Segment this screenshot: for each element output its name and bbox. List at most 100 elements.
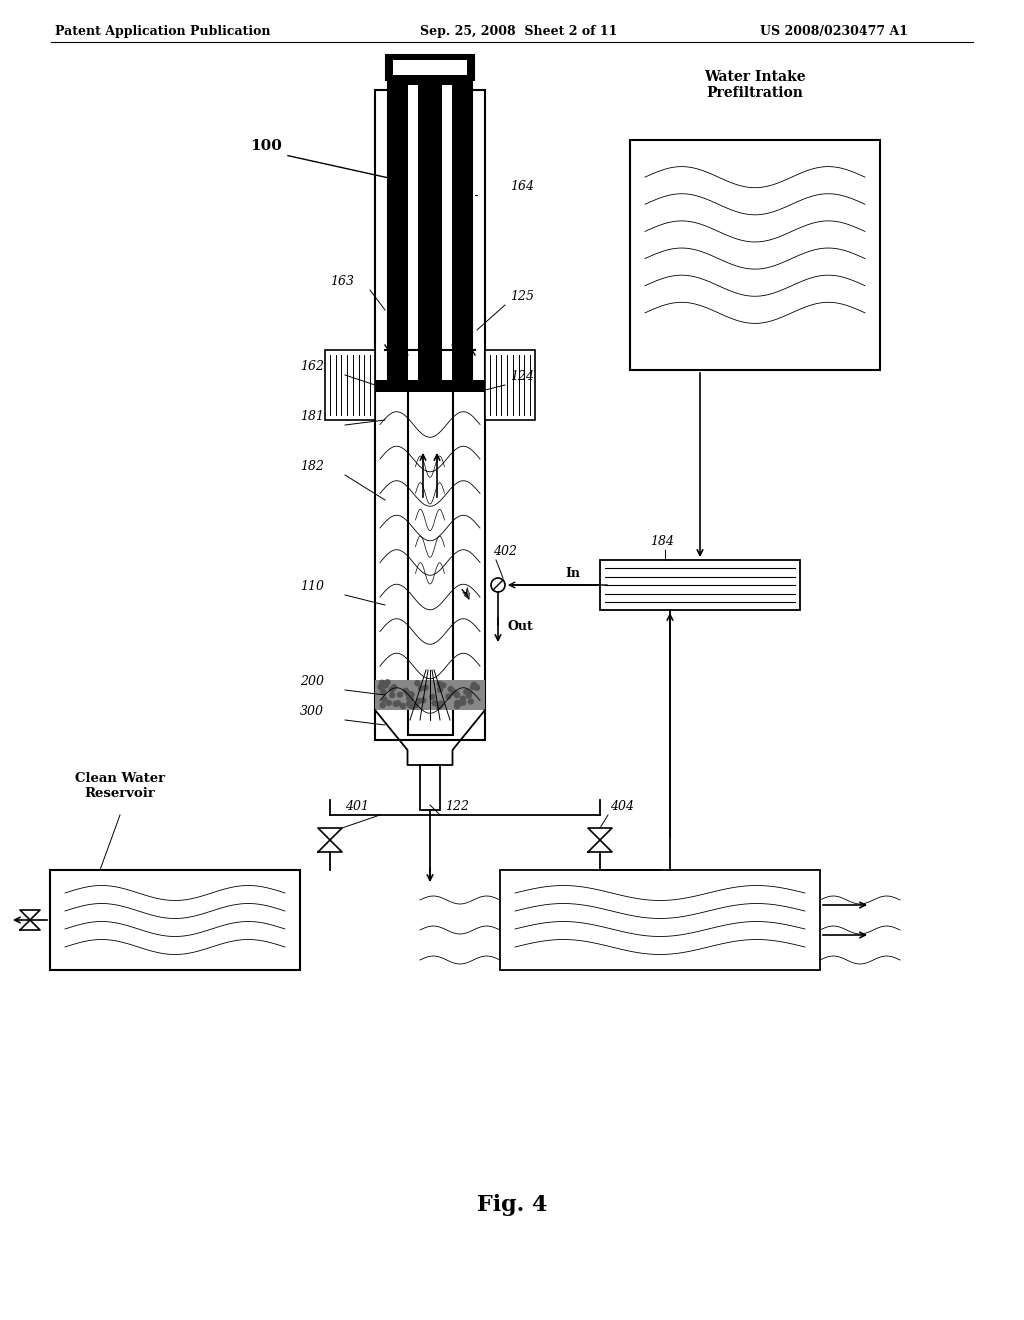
Circle shape (384, 681, 389, 686)
Text: 124: 124 (510, 370, 534, 383)
Bar (600, 560, 800, 610)
Circle shape (455, 704, 460, 709)
Circle shape (455, 693, 460, 698)
Circle shape (441, 682, 445, 688)
Circle shape (383, 682, 388, 688)
Circle shape (419, 686, 424, 690)
Circle shape (385, 680, 390, 685)
Bar (500, 870, 820, 970)
Circle shape (421, 698, 426, 704)
Text: 182: 182 (300, 459, 324, 473)
Bar (485, 350, 535, 420)
Bar (375, 90, 485, 741)
Circle shape (451, 689, 456, 694)
Circle shape (437, 705, 441, 709)
Circle shape (455, 701, 460, 705)
Circle shape (464, 689, 469, 694)
Circle shape (471, 682, 476, 688)
Text: 110: 110 (300, 579, 324, 593)
Circle shape (407, 696, 412, 701)
Circle shape (409, 692, 414, 697)
Circle shape (474, 685, 479, 689)
Text: 162: 162 (300, 360, 324, 374)
Text: 404: 404 (610, 800, 634, 813)
Text: Water Intake
Prefiltration: Water Intake Prefiltration (705, 70, 806, 100)
Circle shape (437, 681, 442, 686)
Circle shape (380, 702, 385, 708)
Bar (393, 59, 467, 75)
Text: 122: 122 (445, 800, 469, 813)
Circle shape (411, 704, 416, 709)
Circle shape (409, 692, 414, 697)
Circle shape (417, 698, 421, 704)
Circle shape (408, 692, 413, 697)
Text: 300: 300 (300, 705, 324, 718)
Circle shape (408, 704, 413, 708)
Circle shape (445, 694, 451, 700)
Text: 402: 402 (493, 545, 517, 558)
Bar (442, 84, 452, 380)
Text: 100: 100 (250, 139, 282, 153)
Circle shape (414, 702, 419, 708)
Circle shape (449, 686, 454, 692)
Circle shape (437, 688, 442, 692)
Circle shape (386, 701, 391, 705)
Text: Clean Water
Reservoir: Clean Water Reservoir (75, 772, 165, 800)
Text: US 2008/0230477 A1: US 2008/0230477 A1 (760, 25, 908, 38)
Text: 200: 200 (300, 675, 324, 688)
Text: Sep. 25, 2008  Sheet 2 of 11: Sep. 25, 2008 Sheet 2 of 11 (420, 25, 617, 38)
Bar (375, 380, 485, 392)
Bar (388, 81, 472, 385)
Circle shape (451, 690, 456, 694)
Text: 163: 163 (330, 275, 354, 288)
Bar (408, 84, 418, 380)
Text: 401: 401 (345, 800, 369, 813)
Text: Fig. 4: Fig. 4 (477, 1195, 547, 1216)
Bar (420, 766, 440, 810)
Circle shape (393, 701, 398, 706)
Circle shape (382, 697, 387, 702)
Text: 125: 125 (510, 290, 534, 304)
Circle shape (381, 689, 386, 694)
Circle shape (438, 701, 443, 706)
Circle shape (391, 685, 396, 689)
Circle shape (415, 681, 420, 686)
Circle shape (458, 701, 463, 706)
Circle shape (380, 680, 385, 685)
Circle shape (395, 701, 400, 706)
Circle shape (403, 688, 409, 693)
Circle shape (406, 692, 411, 697)
Circle shape (470, 685, 475, 689)
Text: Out: Out (508, 620, 534, 634)
Text: In: In (565, 568, 580, 579)
Text: Patent Application Publication: Patent Application Publication (55, 25, 270, 38)
Circle shape (378, 684, 383, 689)
Bar (50, 870, 300, 970)
Circle shape (432, 701, 437, 706)
Circle shape (397, 692, 402, 697)
Circle shape (400, 704, 406, 709)
Circle shape (474, 685, 479, 690)
Circle shape (467, 692, 472, 697)
Bar (325, 350, 375, 420)
Circle shape (466, 693, 471, 698)
Text: 181: 181 (300, 411, 324, 422)
Circle shape (461, 700, 466, 705)
Circle shape (409, 697, 414, 702)
Circle shape (430, 694, 435, 700)
Text: 164: 164 (510, 180, 534, 193)
Circle shape (423, 685, 428, 690)
Bar (375, 680, 485, 710)
Bar (408, 385, 453, 735)
Circle shape (381, 682, 386, 686)
Bar (386, 55, 474, 81)
Text: 184: 184 (650, 535, 674, 548)
Circle shape (468, 700, 473, 704)
Circle shape (407, 701, 412, 706)
Circle shape (389, 686, 394, 692)
Bar (630, 140, 880, 370)
Circle shape (390, 693, 394, 698)
Circle shape (438, 702, 443, 708)
Circle shape (461, 696, 465, 701)
Circle shape (454, 690, 459, 696)
